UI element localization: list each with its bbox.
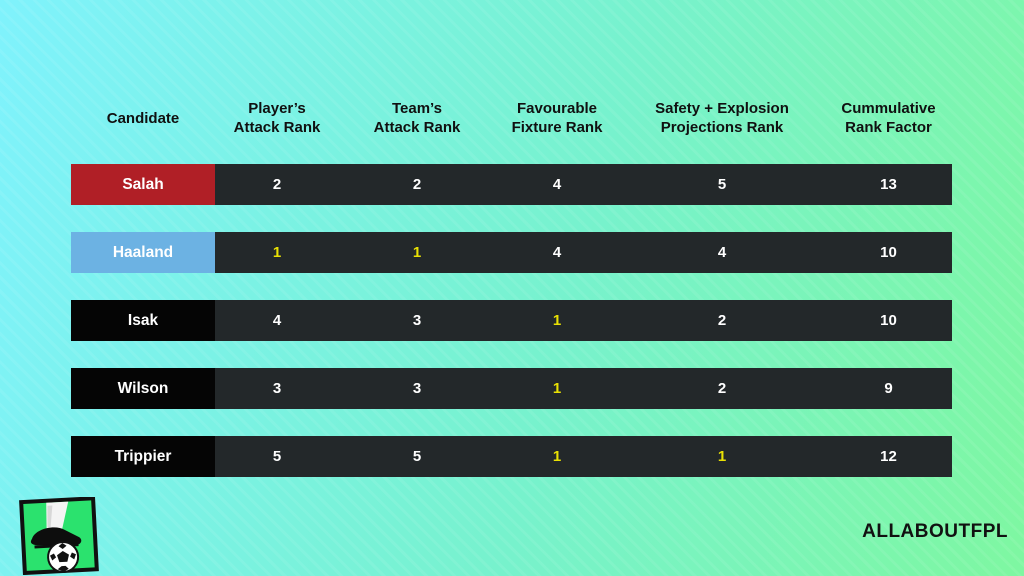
candidate-cell: Trippier [71,436,215,477]
rank-cell: 1 [272,244,282,261]
column-header-safety-explosion-rank: Safety + Explosion Projections Rank [655,100,789,136]
table-row: Haaland 1 1 4 4 10 [71,232,952,273]
rank-cell: 2 [717,312,727,329]
rank-cell: 12 [880,448,897,465]
rank-cell: 2 [272,176,282,193]
rank-cell: 4 [717,244,727,261]
candidate-cell: Haaland [71,232,215,273]
rank-cell: 4 [272,312,282,329]
rank-cell: 1 [552,312,562,329]
table-row: Salah 2 2 4 5 13 [71,164,952,205]
column-header-favourable-fixture-rank: Favourable Fixture Rank [511,100,603,136]
rank-cell: 5 [272,448,282,465]
candidate-cell: Wilson [71,368,215,409]
table-row: Wilson 3 3 1 2 9 [71,368,952,409]
brand-wordmark: ALLABOUTFPL [862,521,1008,542]
rank-cell: 1 [412,244,422,261]
candidate-cell: Isak [71,300,215,341]
rank-cell: 4 [552,244,562,261]
rank-cell: 1 [717,448,727,465]
table-row: Trippier 5 5 1 1 12 [71,436,952,477]
rank-cell: 3 [412,380,422,397]
candidate-cell: Salah [71,164,215,205]
rank-cell: 3 [412,312,422,329]
rank-cell: 3 [272,380,282,397]
rank-cell: 5 [412,448,422,465]
rank-cell: 1 [552,380,562,397]
rank-cell: 10 [880,244,897,261]
column-header-cummulative-rank-factor: Cummulative Rank Factor [841,100,936,136]
rank-table: Candidate Player’s Attack Rank Team’s At… [71,96,952,504]
football-boot-and-ball-logo-icon [16,496,108,576]
rank-cell: 13 [880,176,897,193]
rank-cell: 9 [884,380,893,397]
column-header-teams-attack-rank: Team’s Attack Rank [373,100,461,136]
column-header-players-attack-rank: Player’s Attack Rank [233,100,321,136]
table-row: Isak 4 3 1 2 10 [71,300,952,341]
rank-cell: 5 [717,176,727,193]
column-header-candidate: Candidate [106,109,180,127]
table-header: Candidate Player’s Attack Rank Team’s At… [71,96,952,142]
rank-cell: 4 [552,176,562,193]
rank-cell: 2 [412,176,422,193]
rank-cell: 1 [552,448,562,465]
rank-cell: 10 [880,312,897,329]
rank-cell: 2 [717,380,727,397]
